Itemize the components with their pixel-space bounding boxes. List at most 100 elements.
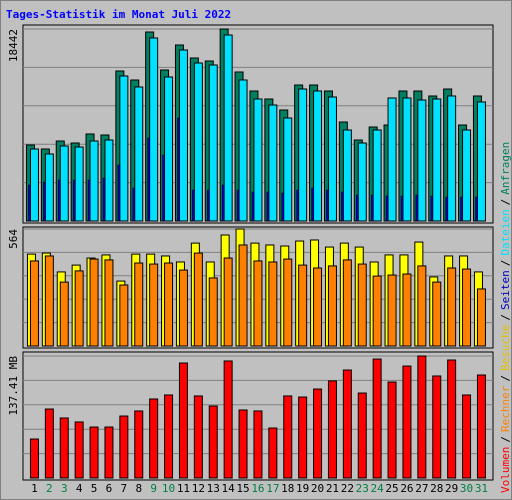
y-tick-label: 137.41 MB <box>7 356 20 416</box>
bar <box>432 281 442 347</box>
bar <box>119 415 129 479</box>
bar <box>447 267 457 347</box>
bar <box>460 196 463 222</box>
bar <box>356 194 359 222</box>
bar <box>266 191 270 222</box>
x-tick-label: 15 <box>236 482 249 495</box>
bar <box>281 192 284 222</box>
bar <box>296 189 299 222</box>
bar <box>357 392 367 479</box>
x-tick-label: 1 <box>31 482 38 495</box>
bar <box>313 90 323 222</box>
bar <box>178 269 188 347</box>
bar <box>87 179 91 222</box>
x-tick-label: 10 <box>162 482 175 495</box>
bar <box>117 164 121 222</box>
bar <box>447 95 457 222</box>
bar <box>342 129 352 222</box>
bar <box>283 395 293 479</box>
legend-separator: / <box>499 375 512 382</box>
legend-entry: Dateien <box>499 209 512 255</box>
y-tick-label: 18442 <box>7 29 20 62</box>
bar <box>372 275 382 347</box>
bar <box>430 195 433 222</box>
bar <box>74 270 84 347</box>
x-tick-label: 27 <box>415 482 428 495</box>
x-tick-label: 20 <box>311 482 324 495</box>
bar <box>432 98 442 222</box>
x-tick-label: 7 <box>121 482 128 495</box>
bar <box>415 194 419 222</box>
bar <box>238 409 248 479</box>
bar <box>134 86 144 222</box>
bar <box>400 195 404 222</box>
bar <box>327 265 337 347</box>
x-tick-label: 3 <box>61 482 68 495</box>
x-tick-label: 28 <box>430 482 443 495</box>
bar <box>432 375 442 479</box>
bar <box>104 139 114 222</box>
bar <box>238 244 248 347</box>
bar <box>59 281 69 347</box>
legend-separator: / <box>499 199 512 206</box>
legend-entry: Volumen <box>499 447 512 493</box>
bar <box>283 117 293 222</box>
bar <box>164 262 174 347</box>
bar <box>268 104 278 222</box>
bar <box>28 184 31 222</box>
bar <box>119 75 129 222</box>
legend-separator: / <box>499 436 512 443</box>
bar <box>251 191 255 222</box>
bar <box>29 148 39 222</box>
bar <box>253 410 263 479</box>
bar <box>476 288 486 347</box>
legend-entry: Besuche <box>499 325 512 371</box>
bar <box>342 259 352 347</box>
x-tick-label: 23 <box>356 482 369 495</box>
bar <box>402 365 412 479</box>
bar <box>223 34 233 222</box>
bar <box>193 252 203 347</box>
bar <box>357 142 367 222</box>
bar <box>102 177 106 222</box>
x-tick-label: 9 <box>150 482 157 495</box>
bar <box>327 96 337 222</box>
bar <box>119 284 129 347</box>
bar <box>298 396 308 479</box>
x-tick-label: 29 <box>445 482 458 495</box>
bar <box>357 263 367 347</box>
legend-entry: Seiten <box>499 270 512 310</box>
x-tick-label: 22 <box>341 482 354 495</box>
bar <box>223 257 233 347</box>
bar <box>283 258 293 347</box>
bar <box>74 421 84 479</box>
bar <box>89 140 99 222</box>
bar <box>208 277 218 347</box>
bar <box>193 395 203 479</box>
x-tick-label: 13 <box>207 482 220 495</box>
y-tick-label: 564 <box>7 229 20 249</box>
bar <box>134 262 144 347</box>
x-tick-label: 19 <box>296 482 309 495</box>
bar <box>476 101 486 222</box>
bar <box>132 187 135 222</box>
bar <box>402 273 412 347</box>
bar <box>164 394 174 479</box>
x-tick-label: 4 <box>76 482 83 495</box>
bar <box>89 258 99 347</box>
bar <box>147 137 150 222</box>
x-tick-label: 2 <box>46 482 53 495</box>
x-tick-label: 25 <box>385 482 398 495</box>
bar <box>59 417 69 479</box>
bar <box>59 145 69 222</box>
bar <box>342 369 352 479</box>
bar <box>417 265 427 347</box>
bar <box>207 189 210 222</box>
bar <box>177 117 180 222</box>
bar <box>162 154 165 222</box>
bar <box>134 410 144 479</box>
bar <box>475 196 478 222</box>
bar <box>313 267 323 347</box>
bar <box>44 255 54 347</box>
bar <box>462 394 472 479</box>
